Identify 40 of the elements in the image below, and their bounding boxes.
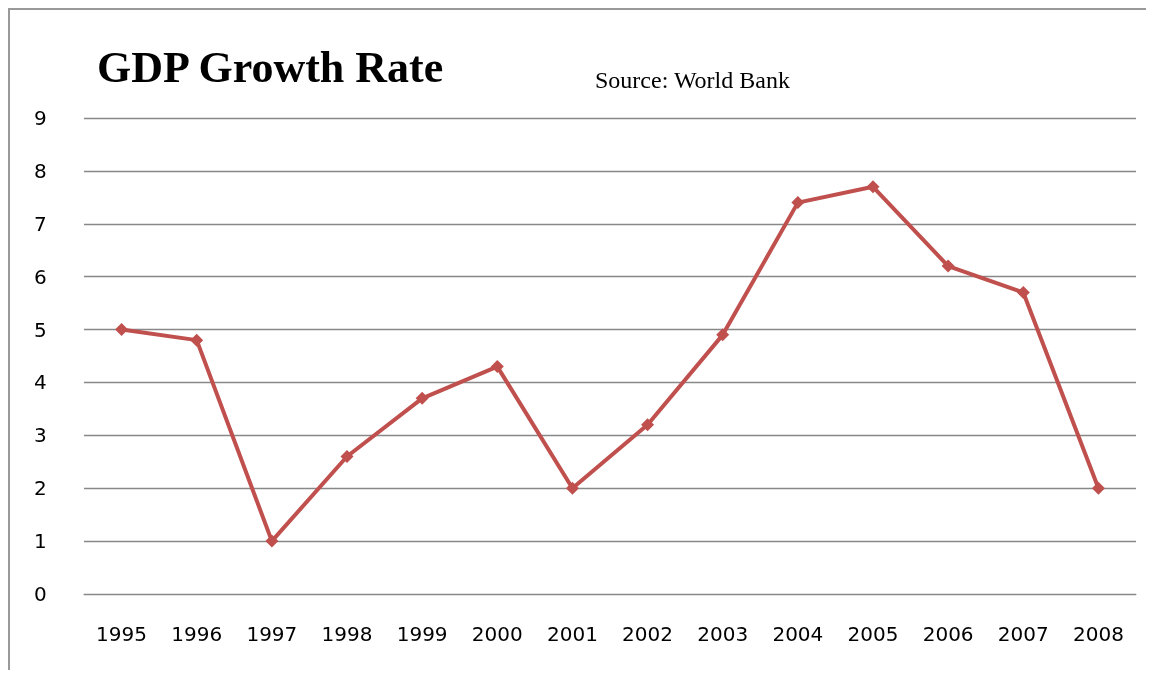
y-tick-label: 9 bbox=[34, 106, 47, 130]
x-tick-label: 2005 bbox=[847, 622, 899, 646]
point bbox=[716, 328, 730, 342]
point bbox=[115, 323, 129, 337]
x-tick-label: 2001 bbox=[546, 622, 598, 646]
point bbox=[415, 391, 429, 405]
point bbox=[1091, 481, 1105, 495]
chart-title: GDP Growth Rate bbox=[97, 42, 444, 92]
x-tick-label: 1998 bbox=[321, 622, 373, 646]
point bbox=[190, 333, 204, 347]
y-tick-label: 5 bbox=[34, 317, 47, 342]
source-note: Source: World Bank bbox=[595, 67, 790, 93]
y-tick-label: 6 bbox=[34, 264, 47, 289]
point bbox=[866, 180, 880, 194]
y-tick-label: 7 bbox=[34, 211, 47, 236]
x-tick-label: 2008 bbox=[1072, 622, 1124, 646]
point bbox=[265, 534, 279, 548]
x-tick-label: 2007 bbox=[997, 622, 1049, 646]
x-tick-label: 1999 bbox=[396, 622, 448, 646]
point bbox=[565, 481, 579, 495]
point bbox=[791, 196, 805, 210]
y-tick-label: 0 bbox=[34, 582, 47, 606]
x-tick-label: 2004 bbox=[772, 622, 824, 646]
x-tick-label: 2003 bbox=[697, 622, 749, 646]
y-tick-label: 3 bbox=[34, 423, 47, 448]
point bbox=[340, 449, 354, 463]
point bbox=[641, 418, 655, 432]
x-tick-label: 2002 bbox=[622, 622, 674, 646]
x-tick-label: 1995 bbox=[96, 622, 148, 646]
x-tick-label: 2006 bbox=[922, 622, 974, 646]
x-tick-label: 1997 bbox=[246, 622, 298, 646]
point bbox=[1016, 286, 1030, 300]
x-tick-label: 1996 bbox=[171, 622, 223, 646]
y-tick-label: 1 bbox=[34, 529, 47, 554]
x-tick-label: 2000 bbox=[471, 622, 523, 646]
point bbox=[490, 360, 504, 374]
y-tick-label: 4 bbox=[34, 370, 47, 395]
point bbox=[941, 259, 955, 273]
y-tick-label: 2 bbox=[34, 476, 47, 501]
y-tick-label: 8 bbox=[34, 158, 47, 183]
